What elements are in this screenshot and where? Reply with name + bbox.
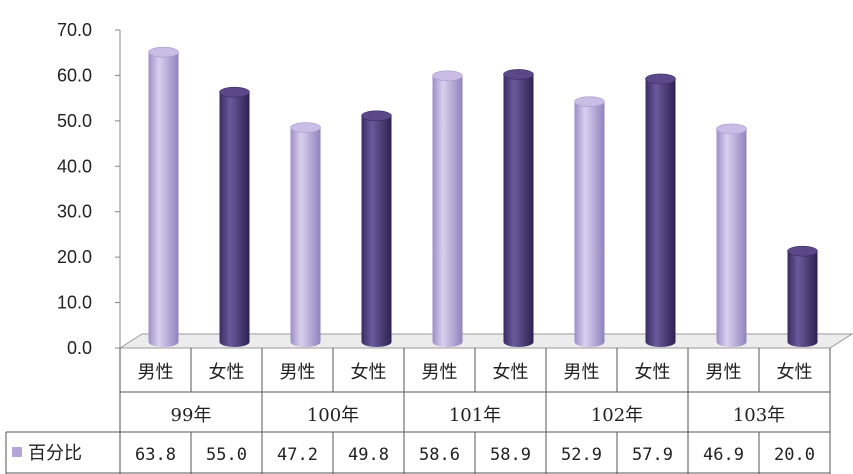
y-tick-label: 0.0 <box>67 338 92 358</box>
y-tick-label: 40.0 <box>57 156 92 176</box>
y-tick-label: 30.0 <box>57 202 92 222</box>
bar <box>219 86 250 348</box>
x-category-label: 女性 <box>493 362 529 383</box>
bar <box>574 96 605 347</box>
data-value-label: 46.9 <box>703 445 744 465</box>
y-tick-label: 70.0 <box>57 20 92 40</box>
x-category-label: 男性 <box>422 362 458 383</box>
bar-body <box>148 52 179 348</box>
data-value-label: 57.9 <box>632 445 673 465</box>
y-tick-label: 20.0 <box>57 247 92 267</box>
bar-body <box>574 101 605 347</box>
data-value-label: 58.6 <box>419 445 460 465</box>
bar-top <box>361 110 392 122</box>
bar-body <box>787 251 818 347</box>
bar-top <box>148 46 179 58</box>
bar-body <box>290 127 321 347</box>
x-category-label: 男性 <box>138 362 174 383</box>
y-tick-label: 50.0 <box>57 111 92 131</box>
x-group-label: 101年 <box>449 405 501 426</box>
y-tick-label: 60.0 <box>57 65 92 85</box>
x-category-label: 女性 <box>351 362 387 383</box>
x-category-label: 女性 <box>635 362 671 383</box>
bar-body <box>219 92 250 348</box>
bar-top <box>716 123 747 135</box>
bar <box>716 123 747 347</box>
x-group-label: 103年 <box>733 405 785 426</box>
data-value-label: 20.0 <box>774 445 815 465</box>
bar <box>148 46 179 348</box>
data-value-label: 49.8 <box>348 445 389 465</box>
data-value-label: 52.9 <box>561 445 602 465</box>
bar-top <box>787 245 818 257</box>
bar-top <box>503 69 534 80</box>
x-group-label: 102年 <box>591 405 643 426</box>
bar <box>432 70 463 347</box>
x-category-label: 男性 <box>706 362 742 383</box>
bar-body <box>432 75 463 347</box>
bar-top <box>574 96 605 107</box>
legend-key <box>12 447 22 457</box>
x-group-label: 100年 <box>307 405 359 426</box>
data-value-label: 58.9 <box>490 445 531 465</box>
x-category-label: 男性 <box>564 362 600 383</box>
bar <box>290 122 321 347</box>
data-value-label: 63.8 <box>135 445 176 465</box>
bar <box>645 73 676 348</box>
bar-body <box>503 74 534 347</box>
bar-top <box>432 70 463 82</box>
bar <box>503 69 534 347</box>
bar-body <box>716 128 747 347</box>
bar <box>787 245 818 347</box>
data-value-label: 47.2 <box>277 445 318 465</box>
bar-body <box>361 115 392 347</box>
bar-top <box>219 86 250 98</box>
bar-top <box>290 122 321 133</box>
bar-top <box>645 73 676 85</box>
y-tick-label: 10.0 <box>57 293 92 313</box>
bar-body <box>645 78 676 348</box>
data-value-label: 55.0 <box>206 445 247 465</box>
x-category-label: 女性 <box>777 362 813 383</box>
legend-label: 百分比 <box>28 443 82 464</box>
x-group-label: 99年 <box>171 405 212 426</box>
x-category-label: 男性 <box>280 362 316 383</box>
x-category-label: 女性 <box>209 362 245 383</box>
bar <box>361 110 392 347</box>
